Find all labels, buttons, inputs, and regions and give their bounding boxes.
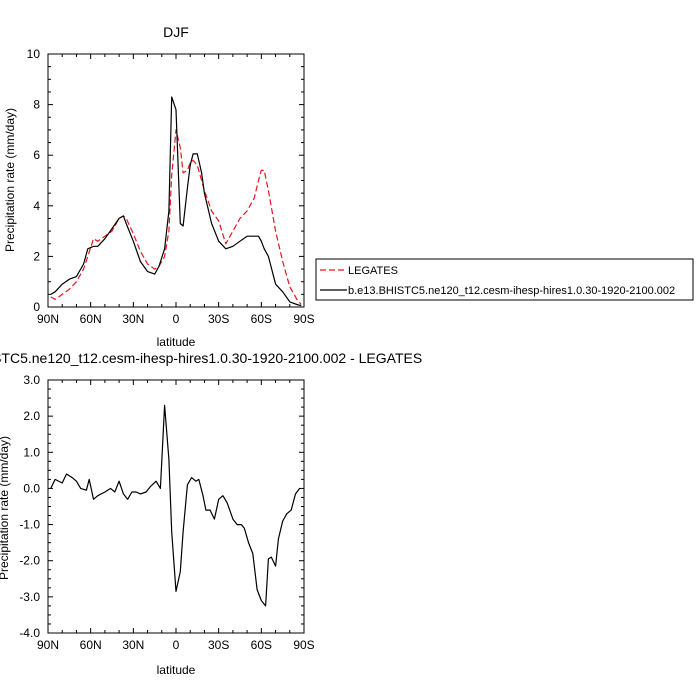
top-x-tick-label: 30N xyxy=(122,312,144,326)
bottom-x-tick-label: 60S xyxy=(251,638,272,652)
bottom-x-tick-label: 30S xyxy=(208,638,229,652)
top-chart-title: DJF xyxy=(163,24,189,40)
top-x-tick-label: 60N xyxy=(80,312,102,326)
bottom-y-tick-label: -3.0 xyxy=(19,590,40,604)
bottom-x-tick-label: 0 xyxy=(173,638,180,652)
legend-box xyxy=(315,258,694,301)
top-y-tick-label: 10 xyxy=(27,47,41,61)
top-series-lines xyxy=(50,96,302,307)
bottom-x-axis-label: latitude xyxy=(157,663,196,677)
top-x-tick-label: 90N xyxy=(37,312,59,326)
bottom-x-tick-label: 90N xyxy=(37,638,59,652)
bottom-x-tick-label: 30N xyxy=(122,638,144,652)
top-axes: 90N 60N 30N 0 30S 60S 90S 0 2 4 6 8 10 xyxy=(27,47,315,326)
bottom-x-tick-label: 90S xyxy=(293,638,314,652)
top-plot-frame xyxy=(47,53,305,308)
bottom-y-tick-label: -1.0 xyxy=(19,518,40,532)
bottom-y-tick-label: -4.0 xyxy=(19,626,40,640)
top-y-tick-label: 8 xyxy=(33,98,40,112)
top-x-tick-label: 90S xyxy=(293,312,314,326)
top-x-tick-label: 30S xyxy=(208,312,229,326)
bottom-series-line-0 xyxy=(50,404,301,607)
top-series-line-1 xyxy=(50,96,302,307)
bottom-chart-title: b.e13.BHISTC5.ne120_t12.cesm-ihesp-hires… xyxy=(0,350,422,366)
top-x-axis-label: latitude xyxy=(157,335,196,349)
bottom-series-lines xyxy=(50,404,301,607)
legend-label-legates: LEGATES xyxy=(348,265,398,277)
top-series-line-0 xyxy=(50,129,302,305)
top-y-axis-label: Precipitation rate (mm/day) xyxy=(3,108,17,252)
bottom-x-tick-label: 60N xyxy=(80,638,102,652)
top-x-tick-label: 60S xyxy=(251,312,272,326)
bottom-y-tick-label: 2.0 xyxy=(23,409,40,423)
top-y-tick-label: 0 xyxy=(33,300,40,314)
top-y-tick-label: 6 xyxy=(33,148,40,162)
bottom-y-tick-label: 1.0 xyxy=(23,445,40,459)
bottom-panel: b.e13.BHISTC5.ne120_t12.cesm-ihesp-hires… xyxy=(0,350,422,677)
bottom-y-tick-label: 0.0 xyxy=(23,481,40,495)
top-x-tick-label: 0 xyxy=(173,312,180,326)
top-y-tick-label: 2 xyxy=(33,249,40,263)
bottom-y-axis-label: Precipitation rate (mm/day) xyxy=(0,436,11,580)
bottom-y-tick-label: -2.0 xyxy=(19,554,40,568)
bottom-plot-frame xyxy=(47,379,305,634)
bottom-axes: 90N 60N 30N 0 30S 60S 90S -4.0 -3.0 -2.0 -1.0 0.0 1.… xyxy=(19,373,314,652)
legend-label-model: b.e13.BHISTC5.ne120_t12.cesm-ihesp-hires… xyxy=(348,285,675,297)
bottom-y-tick-label: 3.0 xyxy=(23,373,40,387)
top-panel: DJF Precipitation rate (mm/day) latitude… xyxy=(3,24,315,349)
top-y-tick-label: 4 xyxy=(33,199,40,213)
legend: LEGATES b.e13.BHISTC5.ne120_t12.cesm-ihe… xyxy=(315,258,694,301)
